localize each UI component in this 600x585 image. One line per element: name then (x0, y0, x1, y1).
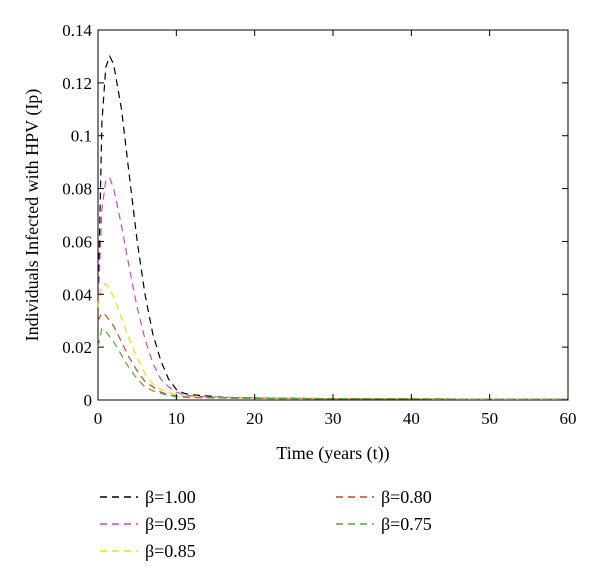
x-tick-label: 20 (246, 409, 263, 428)
legend-label: β=0.80 (381, 487, 432, 507)
ticks-layer: 0 10 20 30 40 50 60 0 0.02 0.04 0.06 0.08 0.1 0.12 0.1… (62, 21, 576, 428)
y-tick-label: 0 (84, 391, 93, 410)
x-tick-label: 10 (168, 409, 185, 428)
y-tick-label: 0.06 (62, 232, 92, 251)
y-axis-title: Individuals Infected with HPV (Ip) (22, 89, 43, 342)
x-tick-label: 0 (94, 409, 103, 428)
legend-label: β=0.85 (145, 541, 196, 561)
x-tick-label: 50 (481, 409, 498, 428)
x-axis-title: Time (years (t)) (276, 443, 389, 464)
legend: β=1.00 β=0.95 β=0.85 β=0.80 β=0.75 (100, 487, 432, 561)
legend-label: β=0.75 (381, 514, 432, 534)
x-tick-label: 40 (403, 409, 420, 428)
legend-label: β=1.00 (145, 487, 196, 507)
series-layer (97, 54, 568, 400)
y-tick-label: 0.02 (62, 338, 92, 357)
y-tick-label: 0.04 (62, 285, 92, 304)
x-tick-label: 60 (560, 409, 577, 428)
legend-label: β=0.95 (145, 514, 196, 534)
y-tick-label: 0.12 (62, 74, 92, 93)
y-tick-label: 0.08 (62, 180, 92, 199)
series-line-1 (97, 177, 568, 400)
plot-area (97, 29, 569, 401)
series-line-4 (97, 327, 568, 400)
x-tick-label: 30 (325, 409, 342, 428)
y-tick-label: 0.1 (71, 127, 92, 146)
y-tick-label: 0.14 (62, 21, 92, 40)
